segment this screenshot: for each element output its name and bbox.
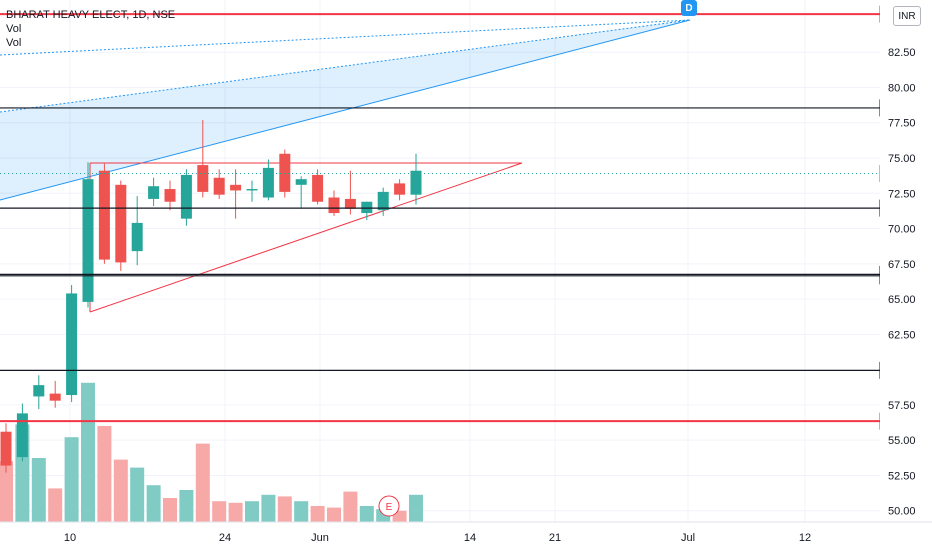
volume-bar [31,458,46,522]
volume-bar [261,494,276,522]
price-tick-label: 80.00 [888,82,916,94]
volume-bar [392,510,407,522]
volume-bar [359,506,374,522]
candle-body [410,170,422,195]
price-tick-label: 55.00 [888,435,916,447]
volume-bar [64,437,79,522]
volume-legend-2: Vol [6,37,22,49]
price-tick-label: 70.00 [888,224,916,236]
candle-body [197,165,209,192]
channel-line-lower [0,19,691,201]
volume-bar [277,496,292,522]
date-tick-label: 21 [549,532,561,544]
date-tick-label: 14 [464,532,476,544]
volume-bar [146,485,161,522]
volume-bar [163,498,177,522]
volume-bar [48,488,63,522]
triangle-bottom [89,162,523,313]
candle-body [394,183,406,195]
price-axis: 82.50 80.00 77.50 75.00 72.50 70.00 67.50 65.00… [880,0,932,550]
volume-bar [81,382,95,522]
price-tick-label: 50.00 [888,506,916,518]
volume-bar [130,467,145,522]
candle-body [164,189,176,202]
symbol-title: BHARAT HEAVY ELECT, 1D, NSE [6,9,176,21]
candle-body [312,174,324,202]
candle-body [328,197,340,214]
candle-body [213,177,225,195]
candle-body [262,167,274,198]
candle-body [344,198,356,209]
volume-bar [343,491,358,522]
volume-bar [409,494,423,522]
candle-body [246,189,258,191]
volume-bar [97,426,112,522]
volume-bar [113,459,128,522]
candle-body [115,184,127,263]
volume-bar [179,490,194,522]
candle-body [295,179,307,185]
candle-body [98,170,110,260]
earnings-label: E [386,502,393,513]
date-tick-label: Jun [311,532,329,544]
candle-body [148,186,160,199]
grid [0,0,880,522]
volume-bar [0,461,13,522]
price-tick-label: 75.00 [888,153,916,165]
volume-bar [212,501,227,522]
candle-body [16,413,28,458]
candle-body [279,153,291,192]
price-tick-label: 82.50 [888,47,916,59]
candle-body [361,201,373,214]
price-tick-label: 52.50 [888,470,916,482]
candle-body [131,222,143,252]
date-tick-label: 12 [799,532,811,544]
volume-bars [0,382,423,522]
channel-line-top [0,19,691,56]
candle-body [180,174,192,219]
price-axis-bg [880,0,932,550]
price-tick-label: 77.50 [888,118,916,130]
date-tick-label: Jul [681,532,695,544]
candle-body [230,184,242,191]
volume-bar [310,506,325,522]
earnings-marker [378,495,400,517]
candles: E [0,119,422,517]
price-tick-label: 67.50 [888,259,916,271]
time-axis-bg [0,522,932,550]
drawing-badge[interactable]: D [681,0,697,16]
volume-bar [195,443,210,522]
volume-bar [294,501,309,522]
price-tick-label: 65.00 [888,294,916,306]
currency-button[interactable]: INR [893,6,921,26]
date-tick-label: 24 [219,532,231,544]
price-tick-label: 57.50 [888,400,916,412]
volume-bar [327,507,341,522]
channel-line-upper [0,19,691,113]
candle-body [49,393,61,401]
candle-body [82,179,94,302]
candle-body [33,385,45,397]
price-tick-label: 62.50 [888,329,916,341]
candle-body [0,431,12,466]
chart-legend: BHARAT HEAVY ELECT, 1D, NSE Vol Vol [6,8,175,50]
time-axis: 10 24 Jun 14 21 Jul 12 [0,521,932,550]
volume-legend-1: Vol [6,23,22,35]
candle-body [377,191,389,211]
volume-bar [228,502,243,522]
price-tick-label: 72.50 [888,188,916,200]
drawings [0,19,691,313]
candle-body [66,293,78,396]
volume-bar [245,501,259,522]
date-tick-label: 10 [64,532,76,544]
